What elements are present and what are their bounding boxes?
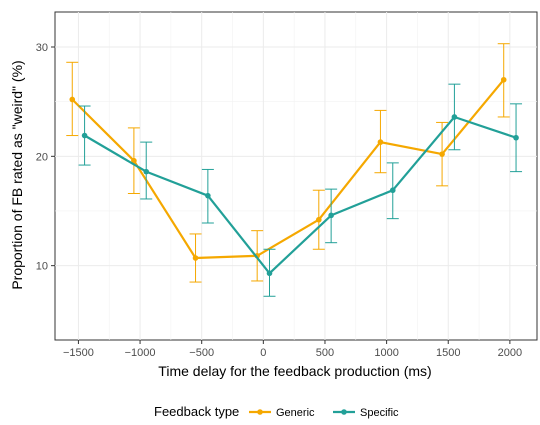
x-tick-label: 1000 (374, 347, 398, 359)
data-point (266, 270, 273, 277)
data-point (328, 212, 334, 219)
x-axis-title: Time delay for the feedback production (… (158, 363, 431, 379)
legend-key-point (341, 409, 347, 415)
data-point (500, 76, 507, 83)
legend: Feedback type Generic Specific (154, 404, 399, 419)
y-axis-title: Proportion of FB rated as "weird" (%) (9, 60, 25, 289)
series-generic (66, 43, 510, 283)
x-tick-label: 1500 (436, 347, 460, 359)
x-tick-label: 0 (260, 347, 266, 359)
x-tick-label: −1500 (63, 347, 94, 359)
data-point (513, 134, 519, 141)
data-point (205, 192, 211, 199)
legend-label: Specific (360, 407, 399, 419)
data-point (69, 96, 76, 103)
legend-label: Generic (276, 407, 315, 419)
legend-title: Feedback type (154, 404, 239, 419)
series-specific (78, 83, 523, 297)
series-line (71, 79, 505, 260)
y-tick-label: 10 (36, 261, 48, 273)
data-point (192, 255, 199, 261)
legend-item-generic: Generic (249, 407, 315, 419)
y-tick-label: 30 (36, 42, 48, 54)
data-point (451, 114, 458, 120)
x-tick-label: 500 (316, 347, 334, 359)
legend-item-specific: Specific (333, 407, 399, 419)
data-point (81, 132, 88, 139)
panel-border (54, 11, 538, 341)
x-tick-label: −500 (189, 347, 214, 359)
x-tick-label: −1000 (125, 347, 156, 359)
data-point (143, 168, 150, 175)
series-layer (66, 43, 523, 297)
axes: −1500 −1000 −500 0 500 1000 1500 2000 10 20 30 (36, 42, 522, 359)
legend-key-point (257, 409, 263, 415)
grid (55, 12, 537, 340)
x-tick-label: 2000 (498, 347, 522, 359)
data-point (439, 151, 445, 157)
y-tick-label: 20 (36, 151, 48, 163)
data-point (377, 139, 384, 145)
data-point (389, 187, 396, 194)
series-line (84, 115, 517, 275)
data-point (131, 157, 137, 164)
data-point (316, 216, 322, 223)
